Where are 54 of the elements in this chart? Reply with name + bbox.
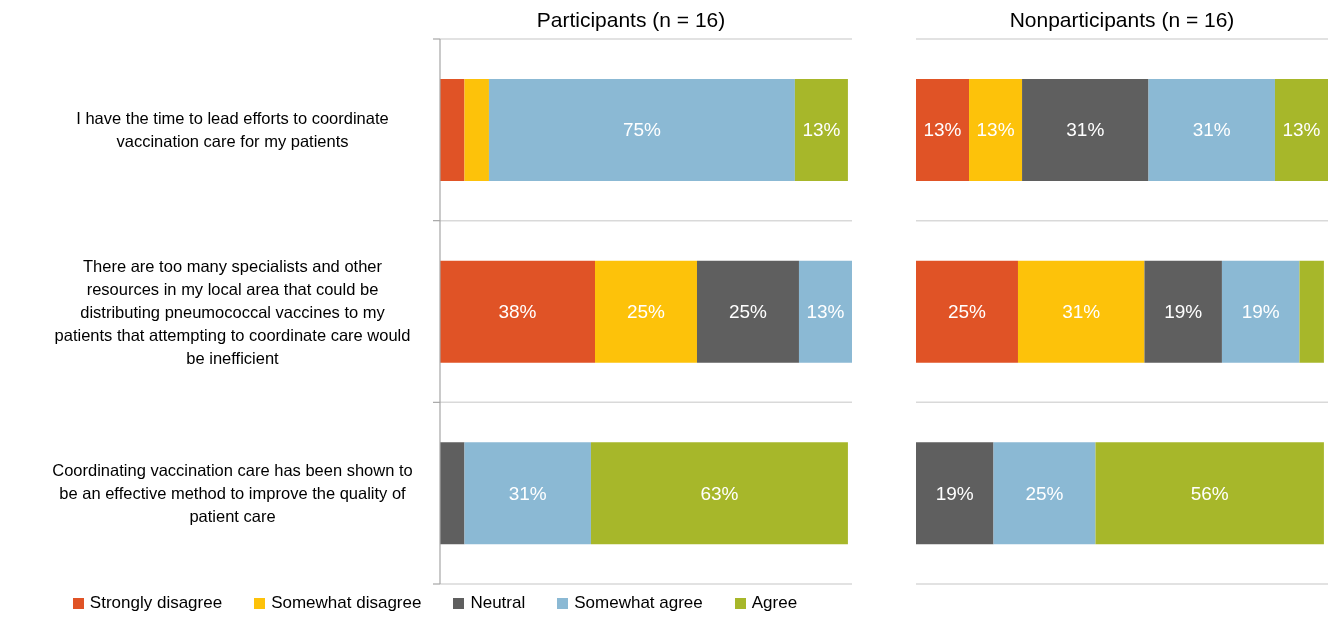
legend-label: Strongly disagree (89, 593, 223, 613)
bar (464, 78, 489, 181)
data-label: 25% (626, 301, 666, 323)
data-label: 75% (622, 119, 662, 141)
bar (794, 78, 848, 181)
data-label: 25% (1025, 482, 1064, 504)
data-label: 31% (1192, 119, 1231, 141)
bar (440, 260, 596, 363)
data-label: 56% (1190, 482, 1229, 504)
bar (488, 78, 795, 181)
bar (1148, 78, 1275, 181)
bar (993, 442, 1096, 545)
legend-label: Neutral (470, 593, 526, 613)
bar (1274, 78, 1328, 181)
data-label: 13% (923, 119, 962, 141)
y-tick-label: Coordinating vaccination care has been shown to be an effective method to improve the quality of patient care (52, 461, 413, 526)
data-label: 19% (1241, 301, 1280, 323)
bar (595, 260, 697, 363)
bar (696, 260, 799, 363)
y-tick-label: There are too many specialists and other resources in my local area that could be distributing pneumococcal vaccines to my patients that attempting to coordinate care would be inefficient (54, 256, 411, 367)
bar (464, 442, 591, 545)
bar (1022, 78, 1149, 181)
data-label: 13% (802, 119, 841, 141)
legend-label: Somewhat agree (574, 593, 703, 613)
data-label: 19% (935, 482, 974, 504)
data-label: 13% (976, 119, 1015, 141)
bar (916, 78, 970, 181)
bar (590, 442, 848, 545)
data-label: 31% (508, 482, 547, 504)
data-label: 63% (700, 482, 739, 504)
data-label: 13% (1282, 119, 1321, 141)
bar (916, 260, 1018, 363)
chart-title: Nonparticipants (n = 16) (1008, 8, 1236, 32)
bar (969, 78, 1023, 181)
bar (916, 442, 994, 545)
bar (1144, 260, 1222, 363)
bar (440, 442, 465, 545)
data-label: 38% (498, 301, 537, 323)
legend-label: Somewhat disagree (271, 593, 422, 613)
data-label: 19% (1164, 301, 1203, 323)
bar (1221, 260, 1300, 363)
bar (440, 78, 465, 181)
y-tick-label: I have the time to lead efforts to coordinate vaccination care for my patients (76, 109, 389, 151)
bar (1095, 442, 1324, 545)
data-label: 25% (947, 301, 987, 323)
chart-title: Participants (n = 16) (535, 8, 727, 32)
bar (1017, 260, 1145, 363)
data-label: 25% (728, 301, 768, 323)
bar (1299, 260, 1324, 363)
data-label: 31% (1062, 301, 1101, 323)
data-label: 13% (806, 301, 845, 323)
legend-label: Agree (751, 593, 798, 613)
bar (798, 260, 852, 363)
data-label: 31% (1066, 119, 1105, 141)
